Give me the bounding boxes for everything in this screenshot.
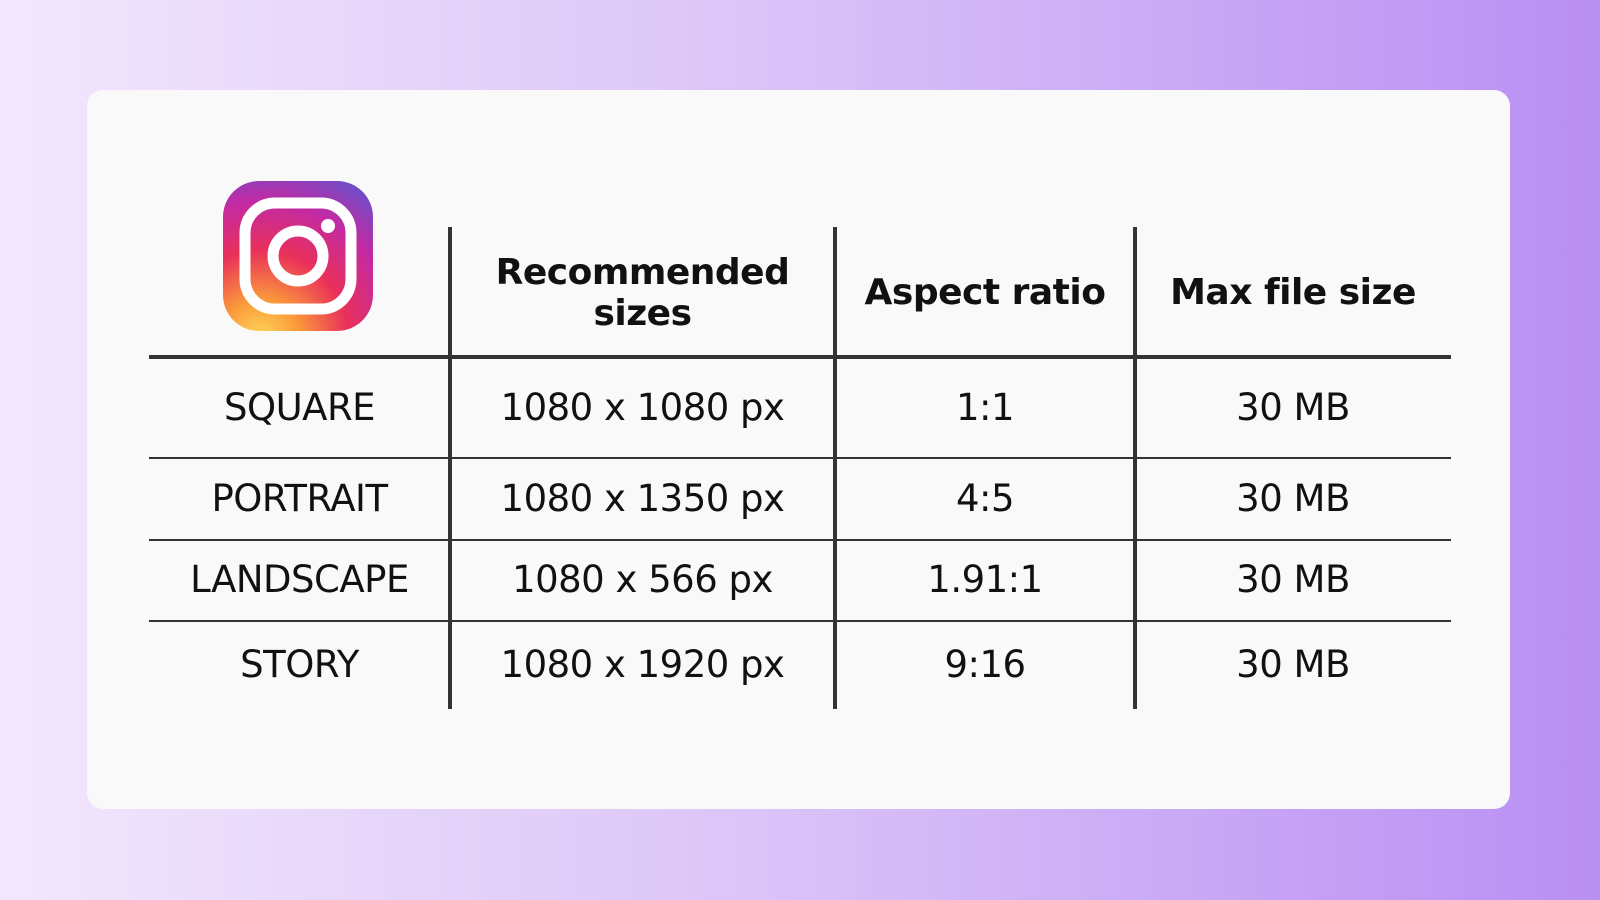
table-cell: 1.91:1 <box>927 558 1043 601</box>
column-header: Recommended sizes <box>495 251 790 334</box>
row-rule <box>149 539 1451 541</box>
table-cell: 9:16 <box>944 643 1026 686</box>
table-cell: 4:5 <box>955 476 1015 520</box>
table-cell: 30 MB <box>1236 558 1350 601</box>
table-cell: 30 MB <box>1236 643 1350 686</box>
instagram-logo <box>223 181 373 331</box>
row-rule <box>149 620 1451 622</box>
column-header: Max file size <box>1170 272 1416 314</box>
row-rule <box>149 457 1451 459</box>
table-cell: 30 MB <box>1236 385 1350 429</box>
table-cell: SQUARE <box>223 385 376 429</box>
column-header: Aspect ratio <box>864 272 1106 314</box>
table-cell: STORY <box>240 643 359 686</box>
table-cell: 1080 x 1080 px <box>500 385 785 429</box>
column-rule <box>1133 227 1137 709</box>
table-cell: 30 MB <box>1236 476 1350 520</box>
header-rule <box>149 355 1451 359</box>
table-cell: 1080 x 1920 px <box>500 643 785 686</box>
table-cell: 1:1 <box>955 385 1015 429</box>
table-cell: 1080 x 1350 px <box>500 476 785 520</box>
column-rule <box>833 227 837 709</box>
table-cell: 1080 x 566 px <box>512 558 773 601</box>
table-cell: PORTRAIT <box>211 476 388 520</box>
table-cell: LANDSCAPE <box>190 558 409 601</box>
column-rule <box>448 227 452 709</box>
